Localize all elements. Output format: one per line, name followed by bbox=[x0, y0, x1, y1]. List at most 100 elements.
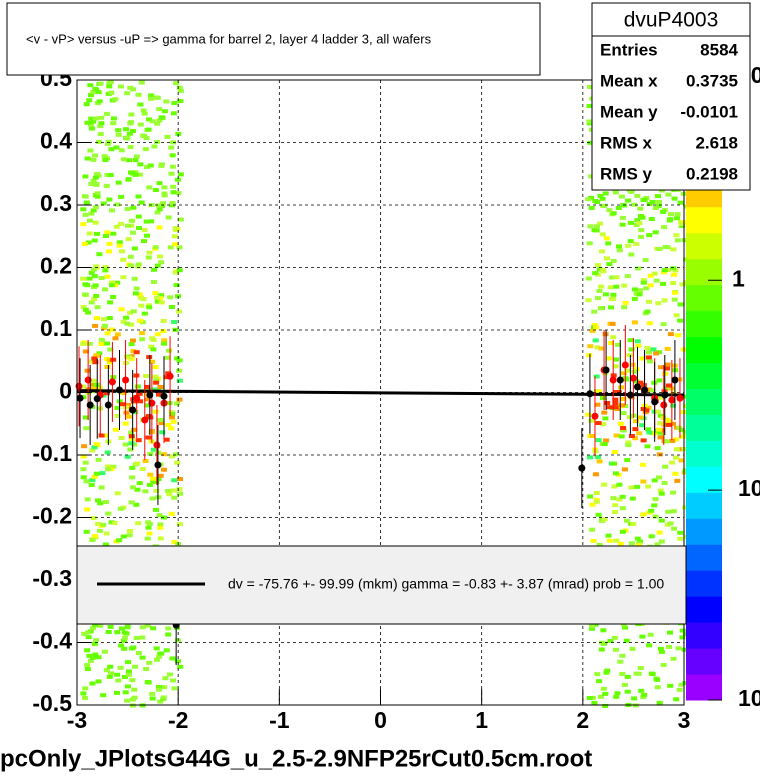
density-cell bbox=[594, 345, 601, 350]
density-cell bbox=[128, 441, 135, 446]
density-cell bbox=[137, 318, 144, 323]
density-cell bbox=[677, 536, 684, 541]
palette-cell bbox=[686, 518, 722, 545]
density-cell bbox=[627, 338, 634, 343]
density-cell bbox=[102, 542, 109, 547]
density-cell bbox=[613, 538, 620, 543]
density-cell bbox=[125, 402, 132, 407]
density-cell bbox=[171, 234, 178, 239]
density-cell bbox=[673, 437, 680, 442]
density-cell bbox=[149, 691, 156, 696]
density-cell bbox=[135, 521, 142, 526]
density-cell bbox=[110, 375, 117, 380]
density-cell bbox=[146, 531, 153, 536]
density-cell bbox=[90, 516, 97, 521]
density-cell bbox=[162, 676, 169, 681]
density-cell bbox=[661, 268, 668, 273]
density-cell bbox=[618, 385, 625, 390]
y-tick-label: 0 bbox=[59, 378, 72, 404]
density-cell bbox=[125, 223, 131, 228]
density-cell bbox=[665, 509, 672, 514]
density-cell bbox=[80, 207, 87, 212]
density-cell bbox=[104, 173, 111, 177]
density-cell bbox=[622, 300, 629, 305]
density-cell bbox=[661, 298, 668, 303]
density-cell bbox=[157, 473, 164, 478]
density-cell bbox=[141, 228, 148, 233]
density-cell bbox=[674, 212, 681, 217]
density-cell bbox=[110, 295, 117, 299]
density-cell bbox=[167, 245, 174, 250]
footer: pcOnly_JPlotsG44G_u_2.5-2.9NFP25rCut0.5c… bbox=[0, 745, 592, 772]
density-cell bbox=[165, 423, 172, 427]
density-cell bbox=[167, 295, 174, 300]
data-point bbox=[578, 464, 586, 472]
density-cell bbox=[608, 305, 614, 310]
density-cell bbox=[120, 391, 127, 395]
density-cell bbox=[114, 202, 121, 207]
density-cell bbox=[144, 536, 151, 541]
density-cell bbox=[647, 283, 654, 288]
density-cell bbox=[589, 502, 596, 507]
density-cell bbox=[640, 198, 647, 202]
density-cell bbox=[106, 241, 113, 246]
density-cell bbox=[89, 448, 96, 453]
density-cell bbox=[87, 83, 94, 88]
density-cell bbox=[91, 356, 98, 361]
density-cell bbox=[84, 667, 91, 671]
density-cell bbox=[94, 231, 100, 236]
density-cell bbox=[150, 476, 157, 481]
data-point bbox=[602, 366, 610, 374]
density-cell bbox=[176, 487, 183, 492]
density-cell bbox=[127, 145, 134, 150]
density-cell bbox=[670, 403, 677, 408]
data-point bbox=[154, 461, 162, 469]
density-cell bbox=[169, 203, 175, 208]
density-cell bbox=[646, 202, 653, 206]
density-cell bbox=[613, 357, 619, 362]
density-cell bbox=[120, 275, 127, 280]
density-cell bbox=[176, 378, 183, 383]
density-cell bbox=[139, 467, 146, 471]
density-cell bbox=[118, 148, 125, 153]
density-cell bbox=[629, 362, 636, 367]
density-cell bbox=[623, 638, 630, 643]
density-cell bbox=[130, 349, 137, 354]
density-cell bbox=[620, 426, 627, 430]
density-cell bbox=[153, 488, 160, 493]
data-point bbox=[641, 386, 649, 394]
density-cell bbox=[620, 397, 627, 401]
density-cell bbox=[136, 292, 143, 297]
density-cell bbox=[114, 405, 121, 410]
density-cell bbox=[92, 360, 99, 365]
density-cell bbox=[660, 281, 666, 286]
density-cell bbox=[633, 419, 639, 424]
density-cell bbox=[107, 173, 114, 177]
density-cell bbox=[176, 85, 183, 90]
density-cell bbox=[594, 224, 600, 229]
density-cell bbox=[624, 458, 631, 463]
density-cell bbox=[173, 283, 180, 288]
density-cell bbox=[656, 452, 663, 457]
density-cell bbox=[637, 380, 644, 385]
density-cell bbox=[168, 511, 175, 516]
density-cell bbox=[161, 452, 168, 457]
density-cell bbox=[93, 638, 100, 643]
density-cell bbox=[133, 286, 140, 291]
density-cell bbox=[91, 641, 98, 646]
density-cell bbox=[95, 679, 102, 684]
density-cell bbox=[640, 512, 647, 517]
density-cell bbox=[116, 243, 123, 248]
density-cell bbox=[135, 651, 142, 655]
density-cell bbox=[597, 193, 604, 198]
density-cell bbox=[143, 374, 149, 378]
density-cell bbox=[93, 294, 100, 298]
density-cell bbox=[631, 696, 638, 701]
density-cell bbox=[616, 248, 623, 253]
density-cell bbox=[158, 300, 165, 305]
density-cell bbox=[104, 230, 111, 235]
density-cell bbox=[86, 653, 93, 658]
density-cell bbox=[112, 427, 119, 432]
density-cell bbox=[640, 407, 647, 411]
density-cell bbox=[679, 434, 686, 439]
